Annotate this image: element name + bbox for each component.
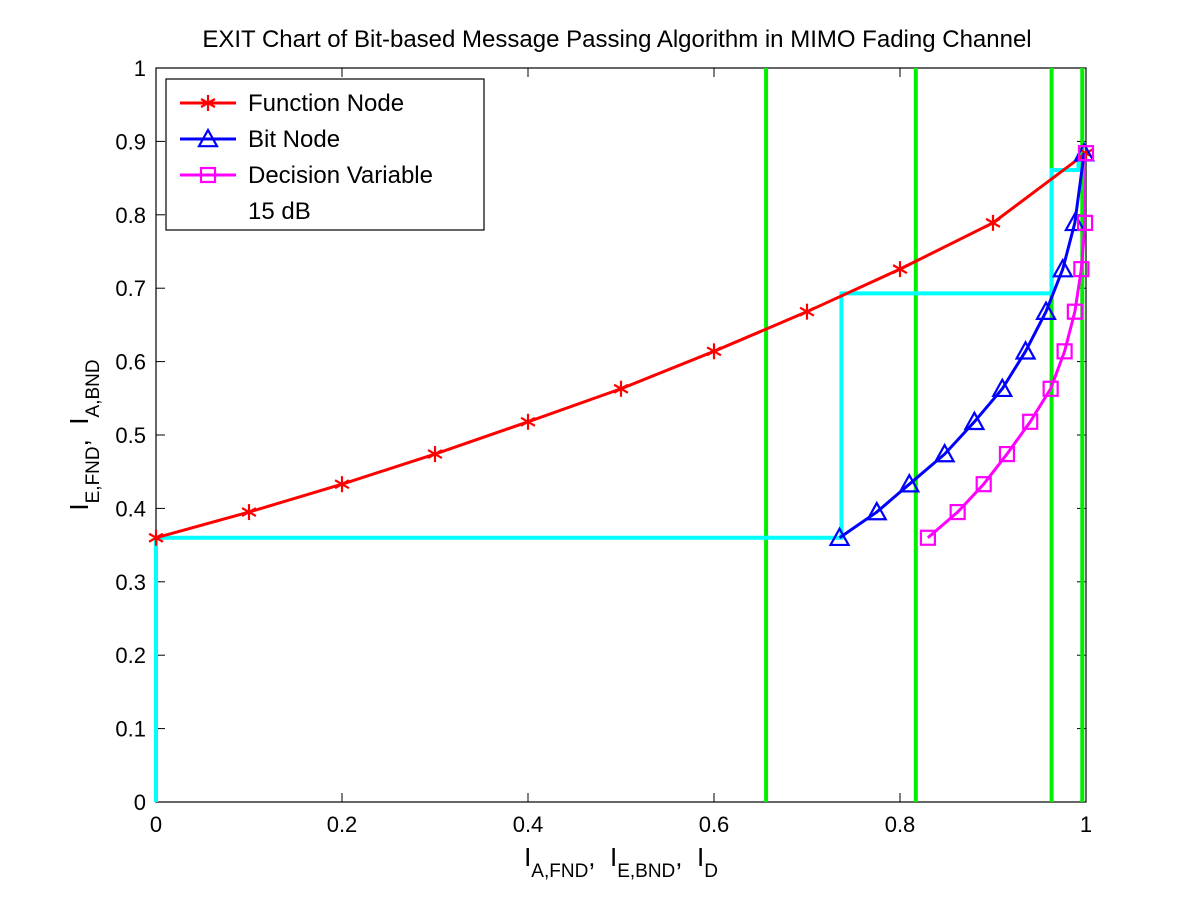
asterisk-stroke	[706, 346, 722, 357]
data-point	[427, 446, 443, 463]
data-point	[828, 526, 851, 547]
legend-label: Bit Node	[248, 126, 340, 153]
legend: Function Node Bit Node Decision Variable 15…	[165, 78, 485, 231]
axis-label-subscript: A,FND	[531, 861, 588, 882]
data-point	[520, 413, 536, 430]
y-axis-label: IE,FND, IA,BND	[64, 359, 104, 510]
data-point	[963, 410, 986, 431]
legend-marker	[199, 166, 217, 184]
data-point	[148, 529, 164, 546]
data-point	[898, 472, 921, 493]
x-tick-label: 0.2	[327, 812, 358, 837]
y-tick-label: 0.9	[115, 129, 146, 154]
y-tick-label: 1	[134, 56, 146, 81]
y-tick-label: 0.7	[115, 276, 146, 301]
data-point	[334, 476, 350, 493]
y-tick-label: 0.6	[115, 350, 146, 375]
series-decision-variable	[919, 145, 1095, 546]
asterisk-stroke	[334, 479, 350, 490]
data-point	[1077, 145, 1095, 162]
axis-label-subscript: A,BND	[83, 359, 104, 417]
legend-item-function-node: Function Node	[180, 90, 404, 117]
series-bit-node	[828, 141, 1096, 547]
asterisk-stroke	[613, 383, 629, 394]
x-tick-label: 0.4	[513, 812, 544, 837]
data-point	[985, 214, 1001, 231]
data-point	[892, 261, 908, 278]
axis-label-text: , I	[64, 417, 94, 446]
series-line	[926, 153, 1086, 539]
x-tick-label: 1	[1080, 812, 1092, 837]
asterisk-stroke	[892, 264, 908, 275]
data-point	[241, 504, 257, 521]
y-tick-label: 0.2	[115, 643, 146, 668]
data-point	[1073, 261, 1090, 278]
legend-item-decision-variable: Decision Variable	[180, 162, 433, 189]
asterisk-stroke	[520, 416, 536, 427]
legend-item-bit-node: Bit Node	[180, 126, 340, 153]
axis-label-text: , I	[675, 842, 704, 872]
data-point	[799, 303, 815, 320]
data-point	[1042, 380, 1059, 397]
asterisk-stroke	[427, 449, 443, 460]
data-point	[949, 503, 966, 521]
data-point	[706, 343, 722, 360]
legend-marker	[200, 95, 216, 111]
axis-label-subscript: D	[704, 861, 718, 882]
y-tick-label: 0.8	[115, 203, 146, 228]
axis-label-subscript: E,FND	[83, 446, 104, 503]
data-point	[933, 442, 956, 463]
data-point	[975, 476, 992, 493]
y-tick-label: 0.1	[115, 717, 146, 742]
data-point	[1014, 340, 1037, 360]
y-tick-label: 0	[134, 790, 146, 815]
legend-label: Decision Variable	[248, 162, 433, 189]
legend-marker	[197, 127, 219, 148]
axis-label-text: , I	[588, 842, 617, 872]
x-tick-label: 0.8	[885, 812, 916, 837]
asterisk-stroke	[200, 98, 216, 108]
legend-note: 15 dB	[248, 198, 311, 225]
axis-label-subscript: E,BND	[617, 861, 675, 882]
data-point	[1035, 300, 1057, 320]
legend-label: Function Node	[248, 90, 404, 117]
asterisk-stroke	[985, 217, 1001, 228]
x-tick-label: 0	[150, 812, 162, 837]
trajectory-line	[154, 153, 1081, 802]
x-tick-label: 0.6	[699, 812, 730, 837]
x-axis-label: IA,FND, IE,BND, ID	[524, 842, 718, 882]
data-point	[1051, 257, 1074, 278]
data-point	[613, 380, 629, 397]
data-point	[998, 445, 1016, 463]
data-point	[1056, 343, 1073, 360]
data-point	[1076, 214, 1094, 231]
data-point	[1066, 303, 1083, 320]
data-point	[1022, 413, 1039, 430]
asterisk-stroke	[148, 532, 164, 543]
asterisk-stroke	[241, 507, 257, 518]
asterisk-stroke	[799, 306, 815, 317]
axis-label-text: I	[64, 503, 94, 510]
y-tick-label: 0.5	[115, 423, 146, 448]
chart-title: EXIT Chart of Bit-based Message Passing …	[202, 26, 1031, 53]
data-point	[1063, 211, 1086, 232]
y-tick-label: 0.4	[115, 496, 146, 521]
axis-label-text: I	[524, 842, 531, 872]
data-point	[919, 529, 937, 546]
data-point	[991, 377, 1014, 398]
data-point	[865, 500, 888, 521]
y-tick-label: 0.3	[115, 570, 146, 595]
series-line	[838, 152, 1086, 539]
